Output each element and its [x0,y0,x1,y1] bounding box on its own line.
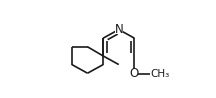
Bar [115,25,122,34]
Text: CH₃: CH₃ [151,69,170,79]
Text: N: N [114,23,123,36]
Text: O: O [130,67,139,80]
Bar [131,69,138,79]
